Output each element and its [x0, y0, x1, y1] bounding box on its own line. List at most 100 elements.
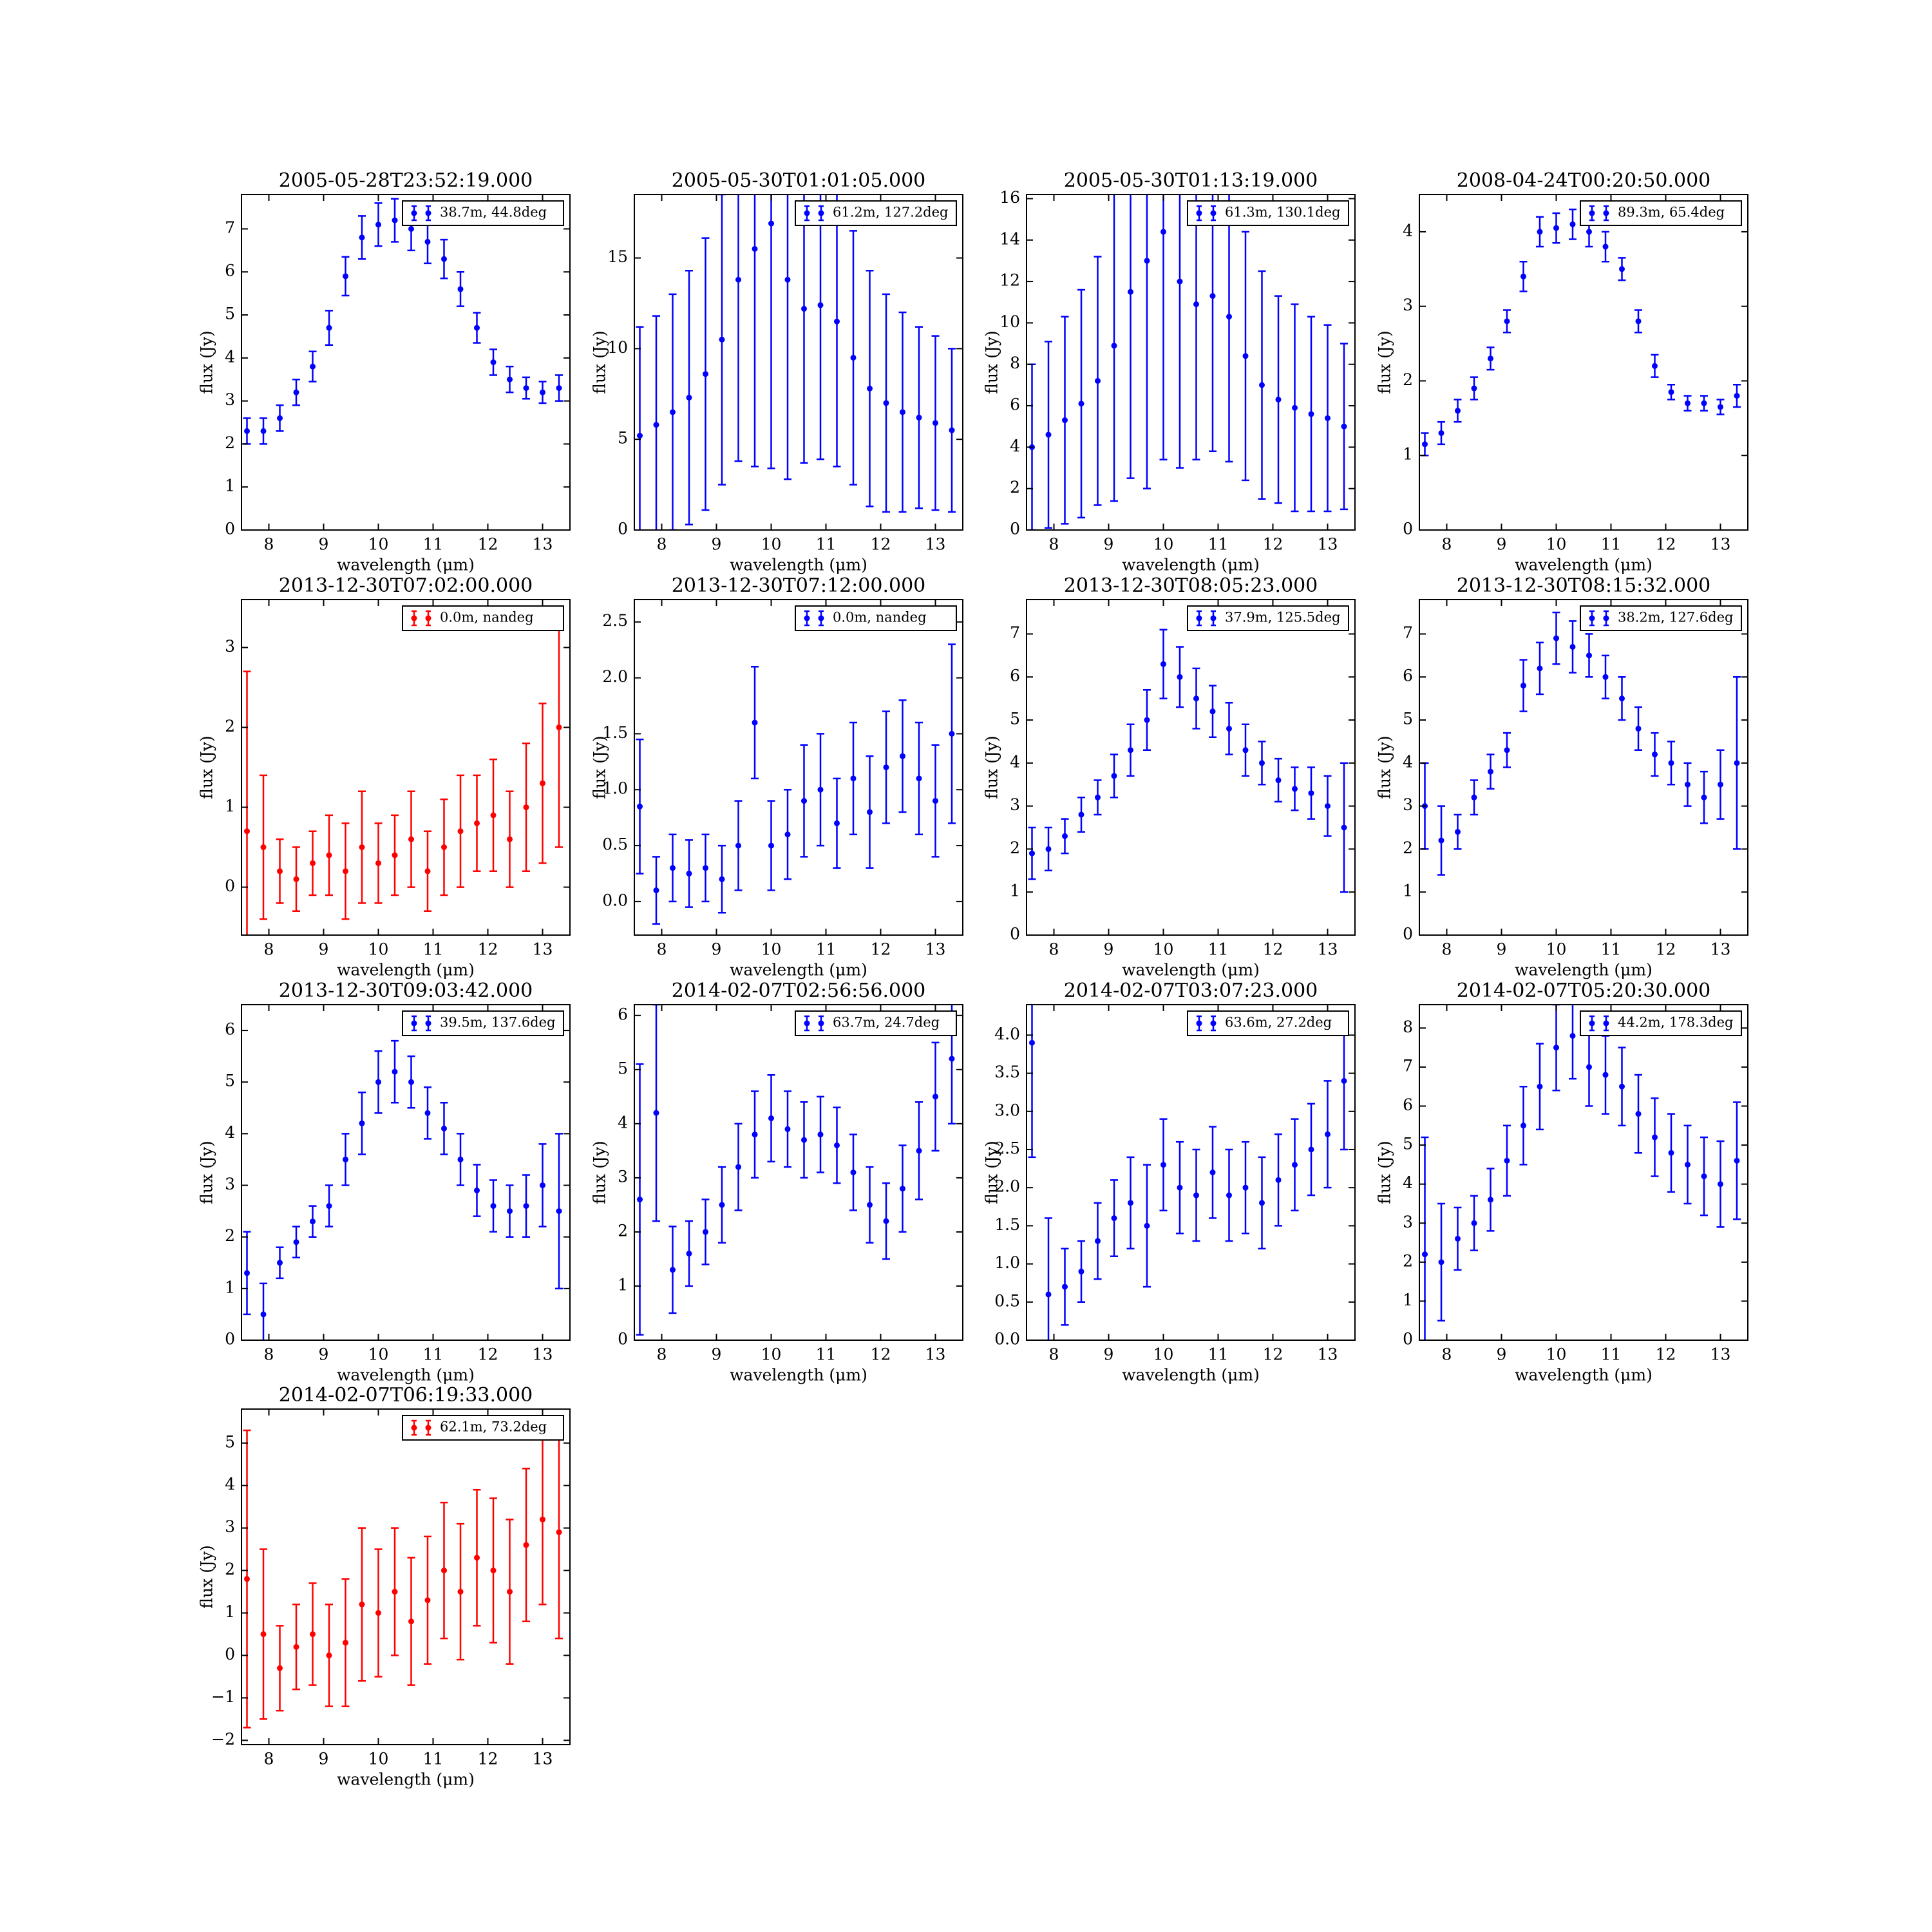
data-point [293, 1239, 299, 1245]
data-point [1242, 353, 1249, 359]
data-point [556, 385, 562, 392]
data-point [1045, 431, 1052, 438]
data-point [1455, 1235, 1461, 1242]
x-tick-label: 10 [1546, 1345, 1567, 1364]
data-point [1734, 393, 1740, 399]
data-point [1128, 289, 1133, 295]
y-tick-label: 6 [225, 261, 235, 280]
legend-symbol [1589, 1020, 1595, 1027]
data-point [1292, 1162, 1298, 1168]
y-tick-label: 0.5 [994, 1291, 1020, 1310]
legend-symbol [1196, 1020, 1202, 1027]
chart-title: 2008-04-24T00:20:50.000 [1457, 169, 1711, 192]
y-axis-label: flux (Jy) [1376, 330, 1394, 393]
data-point [1668, 1150, 1674, 1156]
data-point [900, 1186, 905, 1192]
x-tick-label: 8 [264, 1345, 274, 1364]
data-point [326, 852, 332, 858]
chart-title: 2005-05-30T01:13:19.000 [1064, 169, 1318, 192]
chart-title: 2013-12-30T07:02:00.000 [279, 574, 533, 597]
x-tick-label: 9 [319, 1750, 329, 1768]
chart-title: 2014-02-07T02:56:56.000 [672, 980, 926, 1002]
y-tick-label: 5 [618, 1059, 628, 1077]
y-tick-label: 0.0 [602, 891, 628, 909]
data-point [801, 798, 807, 804]
x-axis-label: wavelength (μm) [337, 556, 475, 574]
data-point [1569, 643, 1576, 650]
data-point [441, 1567, 447, 1574]
data-point [817, 1132, 824, 1138]
y-tick-label: 2 [1403, 1251, 1413, 1270]
data-point [1586, 229, 1592, 235]
axes-frame [1419, 1004, 1748, 1341]
data-point [260, 844, 267, 851]
subplot: 8 9 10 11 12 1301234562014-02-07T02:56:56.000… [591, 980, 963, 1385]
x-tick-label: 13 [1318, 1345, 1338, 1364]
data-point [359, 234, 365, 241]
x-tick-label: 12 [871, 1345, 891, 1364]
axes-frame [241, 1408, 571, 1745]
data-point [1160, 661, 1166, 667]
chart-title: 2013-12-30T08:15:32.000 [1457, 574, 1711, 597]
legend-symbol [1589, 615, 1595, 621]
data-point [1488, 1197, 1493, 1203]
data-point [1537, 1083, 1543, 1090]
legend-symbol [425, 1020, 431, 1027]
data-point [1586, 1064, 1592, 1070]
plot-area [1419, 600, 1748, 935]
data-point [1144, 717, 1150, 723]
y-tick-label: 4.0 [994, 1025, 1020, 1043]
y-axis-label: flux (Jy) [1376, 1141, 1394, 1204]
data-point [1275, 1177, 1282, 1183]
data-point [834, 1142, 840, 1148]
data-point [1259, 382, 1265, 388]
data-point [916, 1148, 922, 1154]
data-point [703, 865, 708, 871]
data-point [1242, 747, 1249, 753]
data-point [1209, 293, 1216, 299]
data-point [801, 305, 807, 312]
data-point [1226, 725, 1232, 732]
chart-title: 2014-02-07T05:20:30.000 [1457, 980, 1711, 1002]
data-point [1259, 760, 1265, 766]
y-tick-label: 4 [1403, 752, 1413, 771]
y-tick-label: 4 [618, 1113, 628, 1132]
y-tick-label: 6 [1403, 1095, 1413, 1114]
x-tick-label: 9 [319, 535, 329, 554]
data-point [1045, 846, 1052, 852]
data-point [343, 1640, 348, 1646]
data-point [1308, 790, 1314, 797]
data-point [850, 1170, 857, 1175]
data-point [1438, 1259, 1444, 1265]
data-point [784, 1126, 791, 1132]
axes-frame [1026, 194, 1356, 531]
data-point [1701, 1173, 1707, 1180]
data-point [1325, 1131, 1331, 1137]
y-tick-label: 5 [225, 1072, 235, 1090]
data-point [375, 860, 381, 866]
x-tick-label: 9 [1497, 1345, 1507, 1364]
x-tick-label: 12 [478, 535, 498, 554]
data-point [1685, 781, 1690, 788]
data-point [703, 371, 708, 377]
x-tick-label: 8 [1442, 940, 1452, 959]
data-point [359, 1601, 365, 1607]
y-tick-label: 1 [618, 1275, 628, 1294]
x-tick-label: 13 [1710, 535, 1731, 554]
x-tick-label: 11 [1208, 535, 1229, 554]
y-tick-label: 1 [225, 1602, 235, 1621]
subplot: 8 9 10 11 12 13012345672005-05-28T23:52:19.00… [198, 169, 571, 574]
chart-title: 2014-02-07T03:07:23.000 [1064, 980, 1318, 1002]
data-point [883, 1218, 889, 1224]
data-point [817, 786, 824, 793]
x-tick-label: 10 [761, 940, 782, 959]
legend-label: 61.3m, 130.1deg [1225, 205, 1340, 220]
data-point [1325, 415, 1331, 421]
data-point [1308, 1146, 1314, 1153]
data-point [801, 1137, 807, 1143]
data-point [375, 1610, 381, 1616]
legend-label: 0.0m, nandeg [440, 610, 534, 625]
x-tick-label: 11 [423, 1750, 444, 1768]
data-layer [1028, 629, 1348, 893]
data-point [326, 325, 332, 331]
